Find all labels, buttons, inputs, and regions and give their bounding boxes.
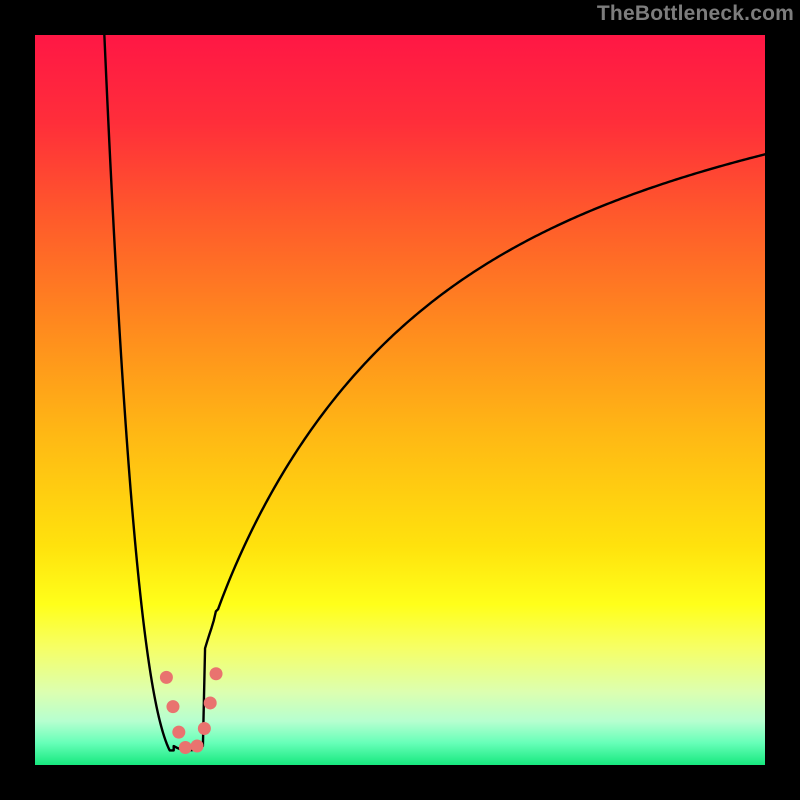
curve-marker	[160, 671, 173, 684]
watermark-text: TheBottleneck.com	[597, 2, 794, 26]
curve-marker	[198, 722, 211, 735]
curve-marker	[179, 741, 192, 754]
outer-frame: TheBottleneck.com	[0, 0, 800, 800]
curve-marker	[166, 700, 179, 713]
chart-plot-area	[35, 35, 765, 765]
gradient-background	[35, 35, 765, 765]
curve-marker	[172, 726, 185, 739]
curve-marker	[191, 740, 204, 753]
chart-svg	[35, 35, 765, 765]
curve-marker	[210, 667, 223, 680]
curve-marker	[204, 696, 217, 709]
